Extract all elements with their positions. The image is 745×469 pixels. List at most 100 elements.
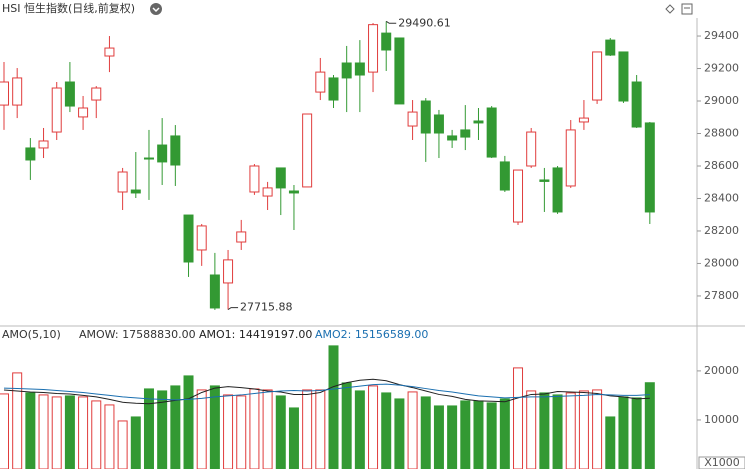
candle-body [513,169,524,223]
volume-bar [578,390,589,469]
candle-body [64,81,75,107]
candle-body [38,140,49,149]
volume-bar [354,390,365,469]
candle-body [0,81,9,106]
candle-body [170,135,181,166]
volume-bar [381,392,392,469]
y-tick-label: 29000 [704,94,739,107]
candle-body [236,231,247,243]
volume-bar [38,394,49,469]
candle-body [302,113,313,188]
candle-body [605,39,616,56]
volume-bar [157,390,168,469]
candle-body [275,167,286,189]
candle-body [12,77,23,106]
candle-body [394,37,405,105]
candle-body [447,135,458,141]
candle-body [78,107,89,118]
legend-entry: AMOW: 17588830.00 [79,328,196,341]
candle-body [499,161,510,191]
y-tick-label: 28000 [704,256,739,269]
volume-bar [341,382,352,469]
volume-bar [565,392,576,469]
candle-body [315,71,326,93]
volume-bar [499,398,510,469]
candle-body [328,77,339,101]
candle-body [143,157,154,160]
candle-body [552,167,563,213]
diamond-icon[interactable] [665,4,675,14]
volume-bar [644,382,655,469]
volume-bar [143,388,154,469]
volume-bar [539,392,550,469]
candle-body [407,111,418,127]
volume-bar [91,400,102,469]
volume-bar [196,389,207,469]
annotation-arrow [227,307,239,311]
volume-bar [315,389,326,469]
candle-body [526,131,537,167]
volume-bar [51,396,62,469]
volume-bar [170,385,181,469]
candle-body [420,100,431,134]
unit-label: X1000 [704,456,740,469]
volume-bar [0,393,9,469]
volume-bar [288,407,299,469]
volume-bar [130,416,141,469]
volume-bar [486,402,497,469]
candle-body [91,87,102,101]
volume-bar [394,398,405,469]
candle-body [354,62,365,76]
volume-bar [64,395,75,469]
candle-body [51,87,62,133]
candle-body [381,32,392,51]
volume-bar [513,367,524,469]
candle-body [209,274,220,309]
volume-bar [117,420,128,469]
annotation-label: 29490.61 [398,16,451,29]
volume-bar [262,389,273,469]
candle-body [539,179,550,182]
ma-line [3,383,650,401]
candle-body [368,24,379,73]
volume-bar [236,395,247,469]
y-tick-label: 28800 [704,127,739,140]
candle-body [592,51,603,101]
sub-title: AMO(5,10) [2,328,61,341]
candle-body [618,51,629,102]
volume-bar [25,392,36,469]
volume-bar [631,397,642,469]
candle-body [578,117,589,123]
y-tick-label: 20000 [704,364,739,377]
y-tick-label: 28400 [704,191,739,204]
candle-body [183,214,194,263]
candle-body [644,122,655,213]
volume-bar [605,416,616,469]
volume-bar [420,396,431,469]
candle-body [130,189,141,194]
legend-entry: AMO1: 14419197.00 [199,328,312,341]
candle-body [473,120,484,124]
unit-box [698,456,745,469]
candle-body [460,129,471,138]
window-icon[interactable] [681,3,693,15]
y-tick-label: 28200 [704,224,739,237]
volume-bar [407,391,418,469]
volume-bar [12,372,23,469]
volume-bar [328,345,339,469]
title-menu[interactable] [150,3,162,15]
volume-bar [209,385,220,469]
volume-bar [223,394,234,469]
candle-body [262,187,273,197]
volume-bar [368,385,379,469]
candle-body [117,171,128,193]
volume-bar [447,405,458,469]
y-tick-label: 28600 [704,159,739,172]
y-tick-label: 10000 [704,413,739,426]
candle-body [631,81,642,128]
volume-bar [552,394,563,469]
candle-body [486,107,497,158]
sub-legend: AMO(5,10) AMOW: 17588830.00 AMO1: 144191… [2,328,428,341]
volume-bar [183,375,194,469]
